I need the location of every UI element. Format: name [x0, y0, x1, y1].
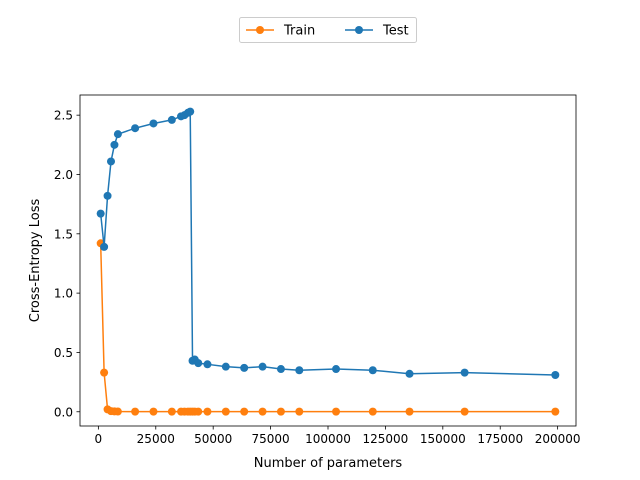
train-point — [295, 407, 304, 416]
train-point — [149, 407, 158, 416]
x-axis-label: Number of parameters — [254, 456, 403, 471]
test-point — [332, 365, 341, 374]
train-series-line — [99, 243, 556, 413]
train-point — [368, 407, 377, 416]
test-point — [240, 363, 249, 372]
train-point — [221, 407, 230, 416]
test-point — [103, 191, 112, 200]
test-point — [368, 366, 377, 375]
train-point — [332, 407, 341, 416]
train-point — [551, 407, 560, 416]
x-tick-label: 200000 — [535, 432, 581, 446]
legend-train-label: Train — [283, 24, 315, 39]
test-point — [113, 130, 122, 139]
train-point — [113, 407, 122, 416]
test-point — [221, 362, 230, 371]
test-point — [551, 370, 560, 379]
test-point — [258, 362, 267, 371]
train-point — [405, 407, 414, 416]
y-axis-label: Cross-Entropy Loss — [28, 199, 43, 323]
x-tick-label: 75000 — [251, 432, 289, 446]
plot-layer — [96, 107, 560, 416]
y-tick-label: 2.0 — [54, 168, 73, 182]
test-point — [167, 115, 176, 124]
axes-frame — [79, 94, 577, 427]
test-point — [276, 365, 285, 374]
y-tick-label: 1.0 — [54, 287, 73, 301]
train-point — [131, 407, 140, 416]
train-point — [460, 407, 469, 416]
legend-test-label: Test — [382, 24, 409, 39]
train-point — [258, 407, 267, 416]
x-tick-label: 150000 — [420, 432, 466, 446]
test-point — [460, 368, 469, 377]
x-tick-label: 25000 — [137, 432, 175, 446]
test-point — [110, 140, 119, 149]
train-point — [194, 407, 203, 416]
legend-box — [239, 17, 417, 43]
x-tick-label: 100000 — [305, 432, 351, 446]
y-tick-label: 2.5 — [54, 109, 73, 123]
x-tick-label: 50000 — [194, 432, 232, 446]
test-point — [203, 360, 212, 369]
train-point — [203, 407, 212, 416]
y-tick-label: 0.5 — [54, 346, 73, 360]
plot-area — [96, 107, 560, 416]
x-tick-label: 0 — [95, 432, 103, 446]
test-point — [186, 107, 195, 116]
legend-train-marker — [256, 26, 264, 34]
test-point — [149, 119, 158, 128]
y-tick-label: 1.5 — [54, 227, 73, 241]
test-point — [100, 242, 109, 251]
test-point — [96, 209, 105, 218]
train-point — [167, 407, 176, 416]
legend-test-marker — [355, 26, 363, 34]
y-tick-label: 0.0 — [54, 405, 73, 419]
train-point — [240, 407, 249, 416]
x-tick-label: 175000 — [477, 432, 523, 446]
test-point — [131, 124, 140, 133]
legend: Train Test — [239, 17, 417, 43]
x-tick-label: 125000 — [363, 432, 409, 446]
train-point — [100, 368, 109, 377]
test-point — [107, 157, 115, 166]
test-point — [194, 359, 203, 368]
test-series-line — [99, 110, 556, 376]
test-point — [295, 366, 304, 375]
train-point — [276, 407, 285, 416]
test-point — [405, 369, 414, 378]
axes-layer: 0 25000 50000 75000 100000 125000 150000 175000… — [28, 94, 581, 471]
